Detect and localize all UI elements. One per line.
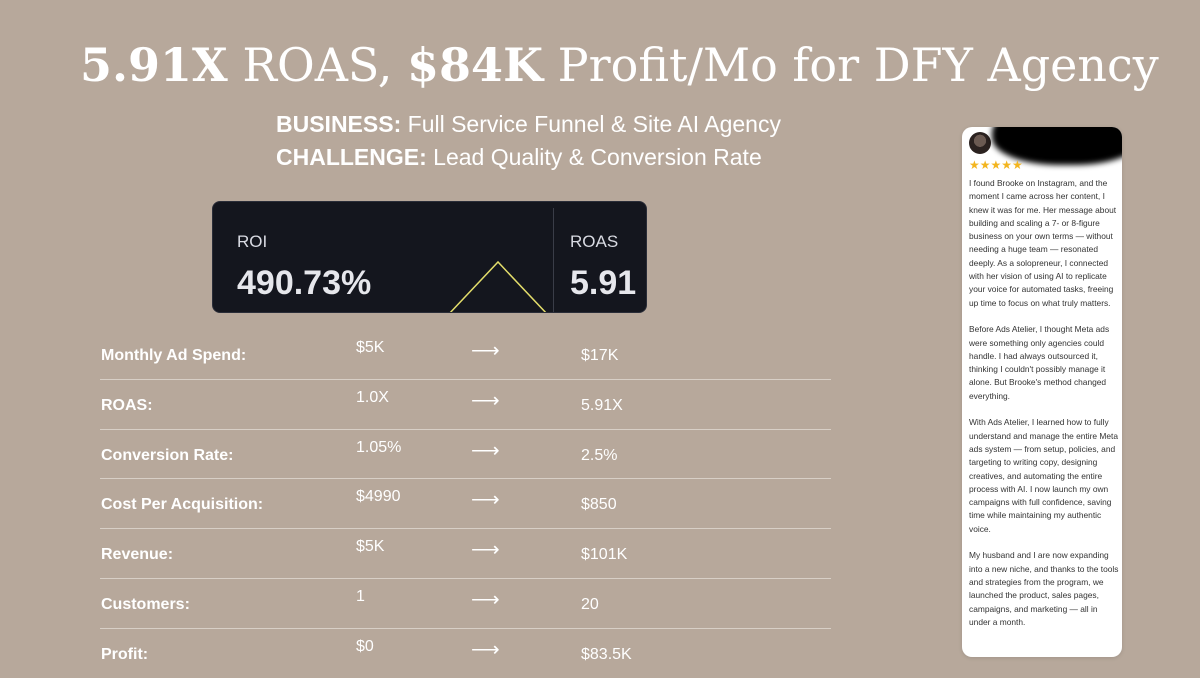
testimonial-paragraph: With Ads Atelier, I learned how to fully… bbox=[969, 417, 1118, 534]
metrics-card: ROI 490.73% ROAS 5.91 bbox=[212, 201, 647, 313]
triangle-icon bbox=[449, 260, 547, 312]
arrow-icon: ⟶ bbox=[471, 439, 500, 462]
table-row: Cost Per Acquisition: $4990 ⟶ $850 bbox=[100, 479, 831, 530]
row-before: 1 bbox=[356, 587, 365, 605]
testimonial-paragraph: My husband and I are now expanding into … bbox=[969, 550, 1119, 627]
row-after: 5.91X bbox=[581, 396, 623, 414]
business-line: BUSINESS: Full Service Funnel & Site AI … bbox=[276, 111, 781, 138]
business-label: BUSINESS: bbox=[276, 111, 402, 137]
arrow-icon: ⟶ bbox=[471, 340, 500, 362]
challenge-label: CHALLENGE: bbox=[276, 144, 427, 170]
roi-value: 490.73% bbox=[237, 264, 372, 302]
table-row: Profit: $0 ⟶ $83.5K bbox=[100, 629, 831, 678]
challenge-value: Lead Quality & Conversion Rate bbox=[426, 144, 762, 170]
metrics-divider bbox=[553, 208, 554, 312]
row-before: $4990 bbox=[356, 488, 401, 506]
table-row: Customers: 1 ⟶ 20 bbox=[100, 579, 831, 629]
row-before: 1.05% bbox=[356, 438, 402, 456]
title-profit: $84K bbox=[407, 38, 544, 92]
row-after: $101K bbox=[581, 546, 628, 564]
arrow-icon: ⟶ bbox=[471, 539, 500, 562]
row-before: $5K bbox=[356, 339, 385, 356]
arrow-icon: ⟶ bbox=[471, 389, 500, 412]
table-row: Revenue: $5K ⟶ $101K bbox=[100, 529, 831, 579]
testimonial-card: ★★★★★ I found Brooke on Instagram, and t… bbox=[962, 127, 1122, 657]
arrow-icon: ⟶ bbox=[471, 489, 500, 512]
avatar bbox=[969, 132, 991, 154]
roas-value: 5.91 bbox=[570, 264, 637, 302]
testimonial-paragraph: Before Ads Atelier, I thought Meta ads w… bbox=[969, 324, 1110, 401]
row-before: $5K bbox=[356, 538, 385, 556]
row-after: $850 bbox=[581, 496, 617, 514]
row-before: $0 bbox=[356, 637, 374, 655]
row-label: Revenue: bbox=[101, 546, 174, 564]
table-row: ROAS: 1.0X ⟶ 5.91X bbox=[100, 380, 831, 430]
arrow-icon: ⟶ bbox=[471, 638, 500, 661]
row-label: Monthly Ad Spend: bbox=[101, 347, 247, 364]
row-before: 1.0X bbox=[356, 388, 389, 406]
page-title: 5.91X ROAS, $84K Profit/Mo for DFY Agenc… bbox=[80, 38, 1159, 92]
results-table: Monthly Ad Spend: $5K ⟶ $17K ROAS: 1.0X … bbox=[100, 330, 831, 678]
title-roas-text: ROAS, bbox=[227, 38, 408, 92]
table-row: Conversion Rate: 1.05% ⟶ 2.5% bbox=[100, 430, 831, 480]
testimonial-paragraph: I found Brooke on Instagram, and the mom… bbox=[969, 178, 1117, 308]
row-after: $17K bbox=[581, 347, 619, 364]
row-label: Profit: bbox=[101, 645, 149, 663]
row-label: Conversion Rate: bbox=[101, 446, 234, 464]
arrow-icon: ⟶ bbox=[471, 588, 500, 611]
row-after: 20 bbox=[581, 595, 599, 613]
roi-label: ROI bbox=[237, 232, 268, 251]
title-rest: Profit/Mo for DFY Agency bbox=[543, 38, 1159, 92]
challenge-line: CHALLENGE: Lead Quality & Conversion Rat… bbox=[276, 144, 762, 171]
row-label: Cost Per Acquisition: bbox=[101, 496, 264, 514]
testimonial-text: I found Brooke on Instagram, and the mom… bbox=[969, 177, 1119, 642]
row-after: 2.5% bbox=[581, 446, 618, 464]
title-roas: 5.91X bbox=[80, 38, 228, 92]
row-after: $83.5K bbox=[581, 645, 632, 663]
star-rating-icon: ★★★★★ bbox=[969, 158, 1023, 172]
roas-label: ROAS bbox=[570, 232, 619, 251]
table-row: Monthly Ad Spend: $5K ⟶ $17K bbox=[100, 330, 831, 380]
business-value: Full Service Funnel & Site AI Agency bbox=[401, 111, 781, 137]
row-label: ROAS: bbox=[101, 396, 153, 414]
row-label: Customers: bbox=[101, 595, 190, 613]
